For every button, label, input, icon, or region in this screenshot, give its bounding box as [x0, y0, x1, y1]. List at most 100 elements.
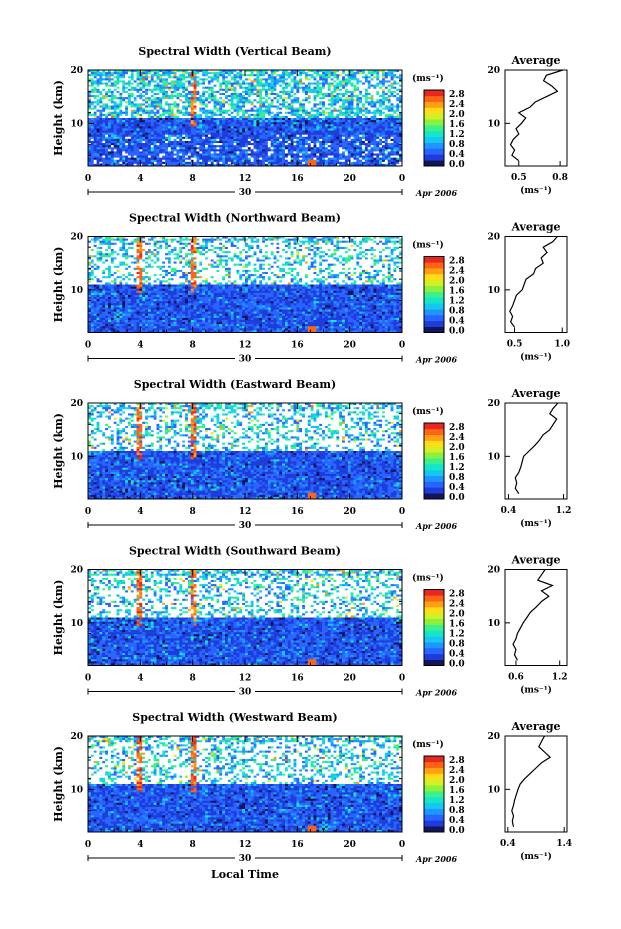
heatmap-cell	[390, 138, 394, 142]
heatmap-cell	[156, 111, 160, 115]
heatmap-cell	[173, 95, 177, 98]
heatmap-cell	[179, 78, 183, 81]
heatmap-cell	[359, 161, 363, 165]
heatmap-cell	[182, 74, 186, 77]
heatmap-cell	[242, 134, 246, 138]
heatmap-cell	[245, 151, 249, 154]
heatmap-cell	[222, 140, 226, 144]
heatmap-cell	[219, 140, 223, 144]
heatmap-cell	[145, 82, 149, 85]
heatmap-cell	[116, 99, 120, 102]
heatmap-cell	[382, 95, 386, 98]
heatmap-cell	[142, 161, 146, 165]
heatmap-cell	[367, 90, 371, 94]
heatmap-cell	[167, 122, 172, 125]
heatmap-cell	[264, 82, 269, 85]
heatmap-cell	[88, 99, 92, 102]
heatmap-cell	[262, 118, 266, 121]
heatmap-cell	[353, 147, 357, 150]
heatmap-cell	[202, 70, 206, 73]
heatmap-cell	[159, 163, 163, 167]
heatmap-cell	[307, 80, 311, 83]
heatmap-cell	[247, 105, 251, 108]
heatmap-cell	[262, 76, 266, 79]
heatmap-cell	[262, 159, 266, 163]
heatmap-cell	[276, 90, 280, 94]
heatmap-cell	[230, 90, 234, 94]
heatmap-cell	[93, 82, 97, 85]
heatmap-cell	[225, 103, 229, 106]
heatmap-cell	[105, 80, 109, 83]
heatmap-cell	[190, 147, 194, 150]
heatmap-cell	[387, 103, 391, 106]
heatmap-cell	[139, 78, 143, 81]
heatmap-cell	[256, 140, 260, 144]
heatmap-cell	[364, 134, 369, 138]
heatmap-cell	[110, 128, 114, 131]
heatmap-cell	[225, 157, 229, 161]
heatmap-cell	[367, 74, 371, 77]
heatmap-cell	[253, 130, 257, 133]
heatmap-cell	[162, 113, 166, 117]
heatmap-cell	[153, 88, 157, 92]
heatmap-cell	[153, 78, 157, 81]
heatmap-cell	[202, 132, 206, 135]
heatmap-cell	[327, 151, 331, 154]
heatmap-cell	[262, 86, 266, 90]
heatmap-cell	[182, 72, 186, 75]
heatmap-cell	[110, 103, 114, 106]
heatmap-cell	[147, 151, 152, 154]
heatmap-cell	[316, 159, 320, 163]
heatmap-cell	[353, 130, 357, 133]
heatmap-cell	[287, 101, 291, 104]
heatmap-cell	[319, 86, 323, 90]
heatmap-cell	[159, 80, 163, 83]
heatmap-cell	[127, 122, 132, 125]
heatmap-cell	[267, 128, 271, 131]
heatmap-cell	[176, 103, 180, 106]
heatmap-cell	[310, 118, 314, 121]
heatmap-cell	[245, 111, 249, 115]
heatmap-cell	[307, 138, 311, 142]
heatmap-cell	[339, 88, 343, 92]
heatmap-cell	[219, 122, 223, 125]
heatmap-cell	[253, 113, 257, 117]
heatmap-cell	[362, 157, 366, 161]
heatmap-cell	[170, 115, 174, 119]
heatmap-cell	[193, 120, 197, 123]
heatmap-cell	[250, 153, 254, 156]
heatmap-cell	[170, 109, 174, 113]
heatmap-cell	[376, 103, 380, 106]
heatmap-cell	[139, 155, 143, 158]
heatmap-cell	[270, 115, 274, 119]
heatmap-cell	[336, 157, 340, 161]
heatmap-cell	[356, 76, 360, 79]
heatmap-cell	[150, 143, 154, 146]
heatmap-cell	[256, 120, 260, 123]
heatmap-cell	[350, 99, 354, 102]
heatmap-cell	[273, 97, 277, 100]
heatmap-cell	[262, 136, 266, 140]
heatmap-cell	[287, 151, 291, 154]
heatmap-cell	[273, 118, 277, 121]
heatmap-cell	[322, 103, 326, 106]
heatmap-cell	[284, 143, 289, 146]
heatmap-cell	[105, 72, 109, 75]
heatmap-cell	[384, 105, 389, 108]
heatmap-cell	[150, 163, 154, 167]
heatmap-cell	[142, 151, 146, 154]
heatmap-cell	[242, 111, 246, 115]
heatmap-cell	[364, 126, 369, 129]
heatmap-cell	[233, 84, 237, 87]
heatmap-cell	[304, 97, 309, 100]
heatmap-cell	[153, 92, 157, 96]
heatmap-cell	[390, 82, 394, 85]
heatmap-cell	[376, 105, 380, 108]
heatmap-cell	[133, 126, 137, 129]
heatmap-cell	[179, 90, 183, 94]
heatmap-cell	[319, 99, 323, 102]
heatmap-cell	[185, 151, 189, 154]
heatmap-cell	[387, 99, 391, 102]
heatmap-cell	[182, 92, 186, 96]
